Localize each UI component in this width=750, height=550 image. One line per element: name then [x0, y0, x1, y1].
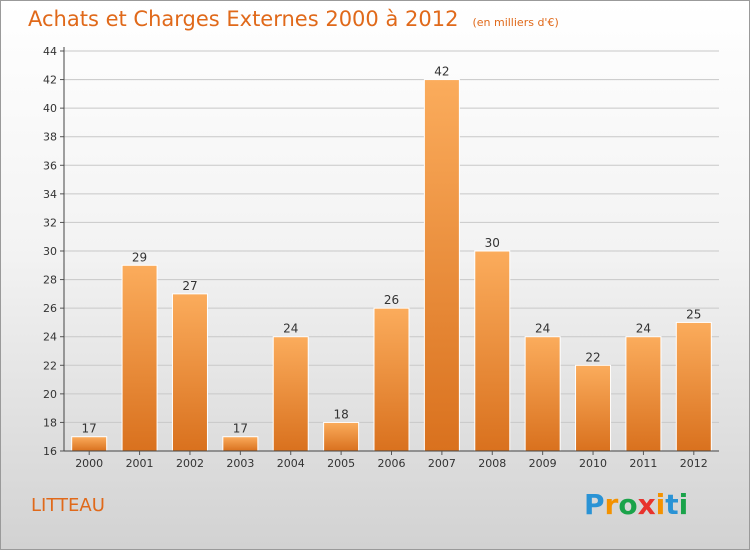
data-label-2001: 29 — [132, 250, 147, 264]
x-tick-label-2000: 2000 — [75, 457, 103, 470]
chart-subtitle: (en milliers d'€) — [472, 16, 559, 29]
x-tick-label-2006: 2006 — [378, 457, 406, 470]
y-tick-label: 34 — [43, 188, 57, 201]
data-label-2012: 25 — [686, 307, 701, 321]
logo-letter: o — [618, 488, 638, 521]
logo-letter: i — [655, 488, 666, 521]
x-tick-label-2012: 2012 — [680, 457, 708, 470]
x-tick-label-2011: 2011 — [629, 457, 657, 470]
x-tick-label-2004: 2004 — [277, 457, 305, 470]
x-tick-label-2007: 2007 — [428, 457, 456, 470]
commune-name: LITTEAU — [31, 495, 105, 516]
y-tick-label: 36 — [43, 159, 57, 172]
data-label-2011: 24 — [636, 322, 651, 336]
bar-2011 — [625, 336, 662, 452]
logo-letter: t — [665, 488, 679, 521]
y-tick-label: 44 — [43, 45, 57, 58]
x-tick-label-2001: 2001 — [126, 457, 154, 470]
y-tick-label: 42 — [43, 74, 57, 87]
logo-letter: i — [678, 488, 689, 521]
x-tick-label-2009: 2009 — [529, 457, 557, 470]
data-label-2006: 26 — [384, 293, 399, 307]
logo-letter: r — [604, 488, 619, 521]
x-tick-label-2008: 2008 — [478, 457, 506, 470]
bar-2008 — [474, 250, 511, 452]
bar-2010 — [575, 364, 612, 452]
y-tick-label: 24 — [43, 331, 57, 344]
chart-title-text: Achats et Charges Externes 2000 à 2012 — [28, 7, 459, 31]
bar-2000 — [71, 436, 108, 452]
y-tick-label: 20 — [43, 388, 57, 401]
y-tick-label: 40 — [43, 102, 57, 115]
bar-2001 — [121, 264, 158, 452]
bar-2005 — [323, 421, 360, 452]
bar-2004 — [272, 336, 309, 452]
y-tick-label: 16 — [43, 445, 57, 458]
bar-2012 — [675, 321, 712, 452]
bar-2003 — [222, 436, 259, 452]
y-tick-label: 32 — [43, 216, 57, 229]
bar-2002 — [171, 293, 208, 452]
y-tick-label: 30 — [43, 245, 57, 258]
y-tick-label: 38 — [43, 131, 57, 144]
bar-2009 — [524, 336, 561, 452]
logo-letter: P — [584, 488, 605, 521]
data-label-2000: 17 — [82, 422, 97, 436]
x-tick-label-2005: 2005 — [327, 457, 355, 470]
data-label-2003: 17 — [233, 422, 248, 436]
logo-letter: x — [637, 488, 656, 521]
data-label-2004: 24 — [283, 322, 298, 336]
data-label-2002: 27 — [182, 279, 197, 293]
data-label-2007: 42 — [434, 65, 449, 79]
data-label-2009: 24 — [535, 322, 550, 336]
chart-title: Achats et Charges Externes 2000 à 2012 (e… — [28, 7, 559, 31]
y-tick-label: 18 — [43, 416, 57, 429]
x-tick-label-2010: 2010 — [579, 457, 607, 470]
bar-2006 — [373, 307, 410, 452]
x-tick-label-2002: 2002 — [176, 457, 204, 470]
x-tick-label-2003: 2003 — [226, 457, 254, 470]
data-label-2005: 18 — [333, 407, 348, 421]
y-tick-label: 28 — [43, 274, 57, 287]
y-tick-label: 26 — [43, 302, 57, 315]
proxiti-logo: Proxiti — [584, 488, 688, 521]
bar-2007 — [423, 79, 460, 452]
data-label-2008: 30 — [485, 236, 500, 250]
y-tick-label: 22 — [43, 359, 57, 372]
data-label-2010: 22 — [585, 350, 600, 364]
